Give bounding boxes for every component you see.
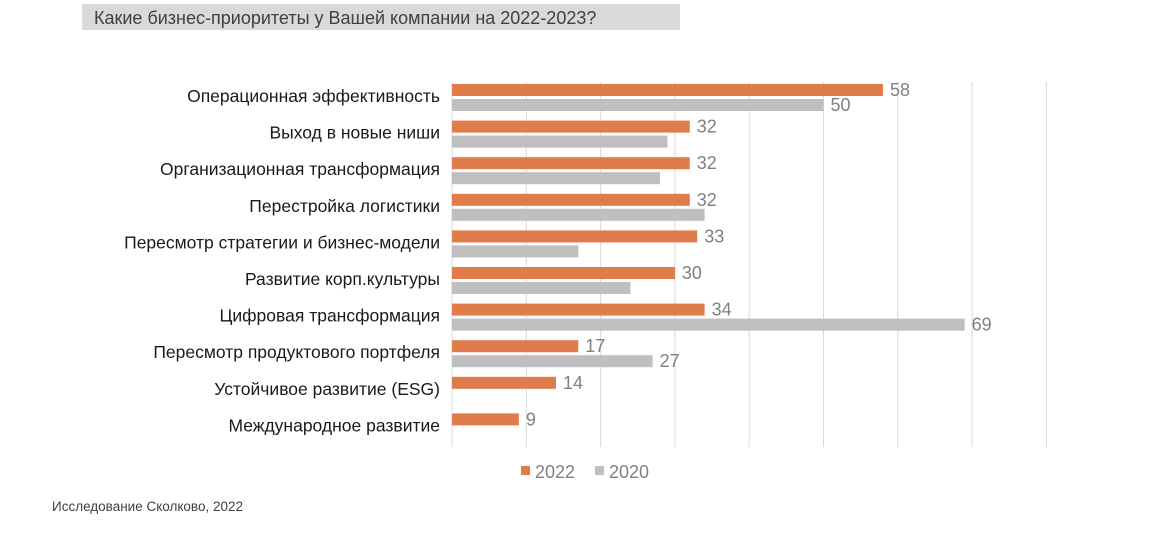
category-label: Пересмотр продуктового портфеля bbox=[153, 342, 440, 362]
category-label: Выход в новые ниши bbox=[269, 123, 440, 143]
source-note: Исследование Сколково, 2022 bbox=[52, 499, 243, 514]
bar-2020 bbox=[452, 355, 653, 368]
bar-2022 bbox=[452, 413, 519, 426]
legend-swatch-2022 bbox=[521, 466, 530, 475]
bar-2020 bbox=[452, 172, 661, 185]
category-label: Пересмотр стратегии и бизнес-модели bbox=[124, 232, 440, 252]
bar-2022 bbox=[452, 303, 705, 316]
bar-2022 bbox=[452, 267, 675, 279]
bar-2022 bbox=[452, 157, 690, 170]
data-label: 14 bbox=[563, 373, 583, 393]
title-box: Какие бизнес-приоритеты у Вашей компании… bbox=[82, 4, 680, 30]
bar-2020 bbox=[452, 99, 824, 111]
bar-2022 bbox=[452, 230, 698, 243]
bar-2020 bbox=[452, 135, 668, 148]
legend-label: 2022 bbox=[535, 462, 575, 482]
category-label: Операционная эффективность bbox=[187, 86, 440, 106]
legend-label: 2020 bbox=[609, 462, 649, 482]
bar-2020 bbox=[452, 282, 631, 294]
data-label: 30 bbox=[682, 263, 702, 283]
category-label: Устойчивое развитие (ESG) bbox=[214, 379, 440, 399]
data-label: 69 bbox=[972, 315, 992, 335]
category-label: Международное развитие bbox=[228, 415, 440, 435]
bar-2022 bbox=[452, 376, 557, 389]
bar-2022 bbox=[452, 193, 690, 206]
bar-2022 bbox=[452, 84, 883, 96]
bar-2020 bbox=[452, 318, 965, 331]
bar-chart: Операционная эффективность 58 50 Выход в но… bbox=[124, 80, 1047, 482]
data-label: 9 bbox=[526, 409, 536, 429]
bar-2020 bbox=[452, 208, 705, 221]
legend-swatch-2020 bbox=[595, 466, 604, 475]
bar-2022 bbox=[452, 340, 579, 353]
data-label: 34 bbox=[712, 300, 732, 320]
data-label: 33 bbox=[704, 226, 724, 246]
data-label: 32 bbox=[697, 153, 717, 173]
data-label: 58 bbox=[890, 80, 910, 100]
data-label: 32 bbox=[697, 190, 717, 210]
category-label: Перестройка логистики bbox=[249, 196, 440, 216]
bar-2022 bbox=[452, 120, 690, 133]
chart-title: Какие бизнес-приоритеты у Вашей компании… bbox=[94, 8, 597, 28]
category-label: Организационная трансформация bbox=[160, 159, 440, 179]
bar-2020 bbox=[452, 245, 579, 258]
data-label: 32 bbox=[697, 117, 717, 137]
data-label: 17 bbox=[585, 336, 605, 356]
category-label: Цифровая трансформация bbox=[219, 306, 440, 326]
data-label: 50 bbox=[831, 95, 851, 115]
category-label: Развитие корп.культуры bbox=[245, 269, 440, 289]
data-label: 27 bbox=[660, 351, 680, 371]
